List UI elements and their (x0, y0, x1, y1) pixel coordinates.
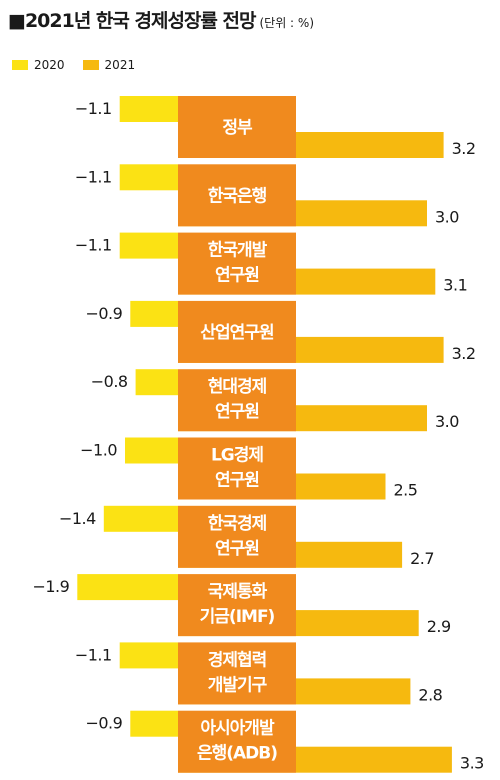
bar-2020-9 (130, 710, 178, 737)
bar-2020-5 (125, 437, 178, 464)
bar-2020-1 (119, 164, 178, 191)
value-label-2021-8: 2.8 (418, 685, 442, 704)
legend-swatch-2021 (82, 60, 99, 70)
category-box-1 (178, 164, 296, 227)
category-label-2-line-0: 한국개발 (208, 241, 268, 261)
title-text: 2021년 한국 경제성장률 전망 (24, 10, 257, 32)
bar-2020-7 (77, 574, 178, 601)
category-box-8 (178, 642, 296, 705)
bar-2020-0 (119, 96, 178, 122)
unit-label: (단위 : %) (259, 16, 315, 30)
bar-2020-6 (103, 505, 178, 532)
legend-swatch-2020 (12, 60, 28, 70)
value-label-2020-5: −1.0 (80, 441, 117, 460)
legend: 2020 2021 (12, 58, 153, 72)
value-label-2021-5: 2.5 (394, 481, 418, 500)
legend-label-2021: 2021 (104, 58, 136, 72)
value-label-2020-2: −1.1 (75, 236, 112, 255)
category-label-6-line-0: 한국경제 (208, 514, 267, 534)
category-label-1: 한국은행 (208, 186, 267, 206)
category-label-9-line-0: 아시아개발 (200, 719, 275, 739)
category-box-6 (178, 505, 296, 568)
category-label-0: 정부 (222, 118, 253, 138)
category-box-4 (178, 369, 296, 432)
category-label-3: 산업연구원 (200, 323, 274, 343)
value-label-2021-9: 3.3 (460, 754, 484, 773)
category-label-5-line-1: 연구원 (215, 471, 259, 491)
category-box-2 (178, 232, 296, 295)
category-box-9 (178, 710, 296, 773)
category-label-5-line-0: LG경제 (211, 446, 263, 466)
category-label-4-line-0: 현대경제 (208, 377, 267, 397)
value-label-2021-4: 3.0 (435, 412, 459, 431)
value-label-2020-3: −0.9 (85, 304, 122, 323)
value-label-2021-3: 3.2 (452, 344, 476, 363)
value-label-2021-1: 3.0 (435, 207, 459, 226)
legend-item-2020: 2020 (12, 58, 65, 72)
value-label-2020-1: −1.1 (75, 167, 112, 186)
category-box-7 (178, 574, 296, 637)
category-label-6-line-1: 연구원 (215, 539, 259, 559)
category-box-0 (178, 96, 296, 158)
legend-item-2021: 2021 (82, 58, 136, 72)
category-label-9-line-1: 은행(ADB) (197, 744, 277, 764)
chart-title: ■2021년 한국 경제성장률 전망 (단위 : %) (8, 10, 315, 32)
value-label-2020-6: −1.4 (59, 509, 96, 528)
category-label-8-line-0: 경제협력 (208, 649, 267, 670)
category-box-5 (178, 437, 296, 500)
bar-2020-4 (135, 369, 178, 396)
bar-2020-8 (119, 642, 178, 669)
category-label-2-line-1: 연구원 (215, 266, 259, 286)
bar-2020-3 (130, 300, 178, 327)
value-label-2021-2: 3.1 (443, 276, 467, 295)
value-label-2020-8: −1.1 (75, 645, 112, 664)
category-label-7-line-0: 국제통화 (208, 582, 268, 602)
value-label-2020-4: −0.8 (91, 372, 128, 391)
value-label-2021-6: 2.7 (410, 549, 434, 568)
category-label-4-line-1: 연구원 (215, 402, 259, 422)
value-label-2021-7: 2.9 (427, 617, 451, 636)
legend-label-2020: 2020 (34, 58, 65, 72)
value-label-2021-0: 3.2 (452, 139, 476, 158)
category-box-3 (178, 300, 296, 363)
bar-2020-2 (119, 232, 178, 259)
category-label-7-line-1: 기금(IMF) (200, 607, 275, 627)
value-label-2020-9: −0.9 (85, 714, 122, 733)
value-label-2020-7: −1.9 (32, 577, 69, 596)
category-label-8-line-1: 개발기구 (208, 675, 268, 695)
value-label-2020-0: −1.1 (75, 99, 112, 118)
